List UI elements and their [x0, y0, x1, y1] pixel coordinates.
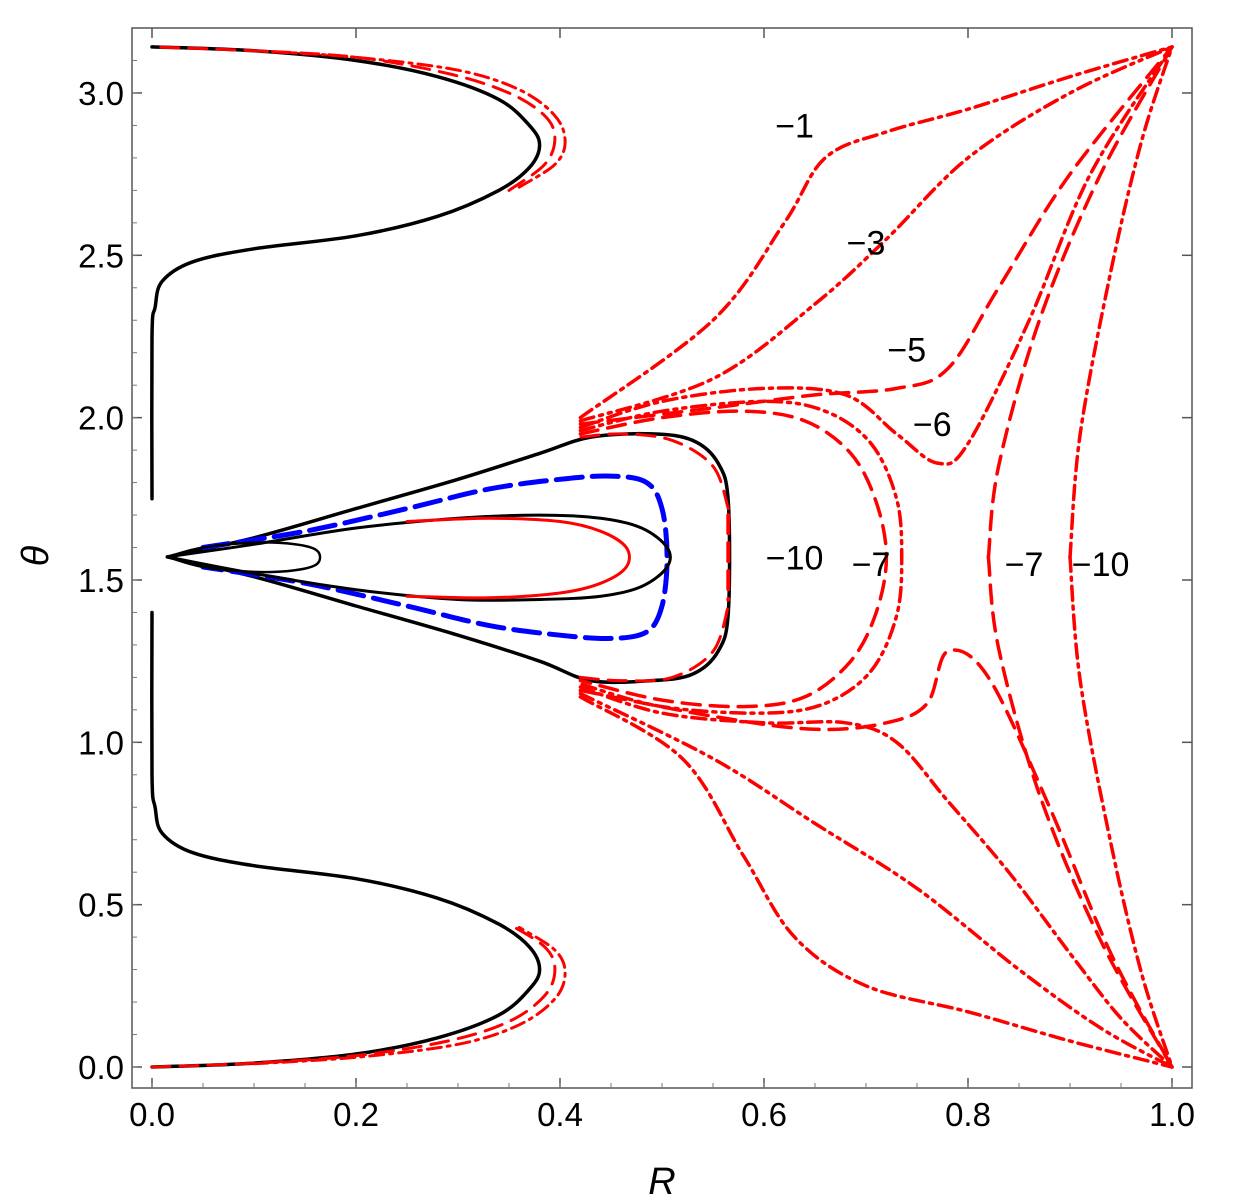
series-line-19: [578, 45, 1174, 426]
series-line-25: [986, 45, 1174, 560]
curve-label: −10: [766, 539, 824, 577]
x-tick-label: 0.6: [741, 1096, 787, 1133]
series-line-7: [165, 431, 732, 685]
series-line-9: [200, 473, 670, 642]
series-line-10: [165, 513, 672, 602]
x-tick-label: 0.2: [333, 1096, 379, 1133]
y-tick-label: 1.5: [78, 562, 124, 599]
curve-label: −3: [847, 224, 886, 262]
series-line-11: [405, 516, 631, 600]
series-line-14: [578, 604, 730, 683]
series-line-21: [578, 45, 1174, 423]
series-line-28: [1068, 555, 1174, 1069]
series-line-24: [578, 695, 1174, 1069]
x-tick-label: 0.4: [537, 1096, 583, 1133]
x-axis: 0.0 0.2 0.4 0.6 0.8 1.0: [129, 28, 1195, 1133]
curve-label: −5: [887, 331, 926, 369]
series-line-13: [578, 432, 730, 511]
curve-labels: −1 −3 −5 −6 −10 −7 −7 −10: [766, 107, 1130, 583]
curve-label: −7: [852, 546, 891, 584]
series-line-23: [578, 45, 1174, 420]
series-line-6: [252, 49, 567, 189]
curve-label: −6: [913, 406, 952, 444]
series-line-27: [1068, 45, 1174, 560]
y-tick-label: 1.0: [78, 724, 124, 761]
y-tick-label: 2.0: [78, 400, 124, 437]
series-line-16: [578, 399, 904, 715]
series-line-2: [150, 45, 542, 501]
y-tick-label: 0.0: [78, 1049, 124, 1086]
series-line-4: [252, 925, 567, 1066]
x-tick-label: 0.8: [945, 1096, 991, 1133]
series-line-22: [578, 691, 1174, 1069]
chart-curves: [150, 45, 1174, 1069]
curve-label: −10: [1072, 546, 1130, 584]
y-axis-label: θ: [15, 545, 57, 566]
y-tick-label: 0.5: [78, 887, 124, 924]
y-axis: 0.0 0.5 1.0 1.5 2.0 2.5 3.0: [78, 60, 1192, 1086]
curve-label: −1: [775, 107, 814, 145]
x-tick-label: 1.0: [1149, 1096, 1195, 1133]
series-line-17: [578, 45, 1174, 466]
y-tick-label: 2.5: [78, 237, 124, 274]
series-line-5: [150, 45, 557, 192]
x-tick-label: 0.0: [129, 1096, 175, 1133]
series-line-20: [578, 648, 1174, 1069]
series-line-1: [150, 610, 542, 1069]
series-line-3: [150, 922, 557, 1069]
x-axis-label: R: [648, 1161, 675, 1203]
series-line-15: [578, 409, 889, 709]
y-tick-label: 3.0: [78, 75, 124, 112]
series-line-26: [986, 555, 1174, 1069]
series-line-12: [166, 541, 322, 574]
curve-label: −7: [1005, 546, 1044, 584]
series-line-18: [578, 685, 1174, 1069]
